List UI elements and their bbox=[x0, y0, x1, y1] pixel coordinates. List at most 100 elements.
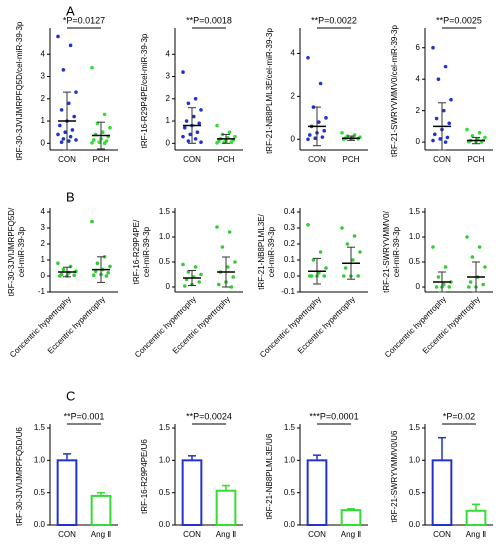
x-tick-label: CON bbox=[58, 155, 76, 164]
p-value: **P=0.0024 bbox=[186, 411, 232, 421]
x-tick-label: Concentric hypertrophy bbox=[133, 295, 198, 360]
data-point bbox=[58, 123, 62, 128]
y-tick-label: 0 bbox=[41, 271, 46, 280]
data-point bbox=[102, 112, 107, 117]
y-tick-label: 0.0 bbox=[34, 520, 46, 529]
data-point bbox=[443, 140, 448, 144]
data-point bbox=[108, 125, 112, 130]
y-tick-label: 0.4 bbox=[284, 207, 296, 216]
data-point bbox=[445, 135, 450, 140]
y-axis-label: tRF-21-NB8PLML3E/ bbox=[257, 213, 266, 289]
data-point bbox=[56, 261, 60, 266]
y-tick-label: 2 bbox=[41, 94, 46, 103]
data-point bbox=[470, 134, 475, 138]
data-point bbox=[324, 116, 328, 120]
y-tick-label: 2 bbox=[416, 106, 421, 115]
y-tick-label: 4 bbox=[416, 74, 421, 83]
x-tick-label: Concentric hypertrophy bbox=[383, 295, 448, 360]
y-tick-label: 1.5 bbox=[159, 207, 171, 216]
data-point bbox=[436, 275, 441, 279]
data-point bbox=[431, 45, 435, 50]
x-tick-label: CON bbox=[183, 530, 201, 539]
y-tick-label: 1.0 bbox=[409, 455, 421, 464]
data-point bbox=[61, 68, 66, 72]
data-point bbox=[184, 119, 189, 123]
data-point bbox=[442, 282, 446, 287]
x-tick-label: Eccentric hypertrophy bbox=[296, 295, 357, 356]
y-tick-label: 0.5 bbox=[34, 488, 46, 497]
y-tick-label: 0.5 bbox=[284, 488, 296, 497]
data-point bbox=[443, 64, 448, 69]
data-point bbox=[90, 219, 94, 224]
data-point bbox=[183, 284, 187, 288]
y-axis-label: tRF-21-NB8PLML3E/cel-miR-39-3p bbox=[265, 28, 274, 154]
data-point bbox=[434, 285, 439, 289]
y-tick-label: 1 bbox=[41, 116, 46, 125]
data-point bbox=[442, 108, 446, 113]
bar bbox=[56, 459, 78, 527]
x-tick-label: CON bbox=[308, 155, 326, 164]
data-point bbox=[308, 133, 312, 137]
data-point bbox=[70, 128, 75, 132]
y-tick-label: 4 bbox=[41, 49, 46, 58]
x-tick-label: PCH bbox=[93, 155, 110, 164]
y-tick-label: 0 bbox=[416, 282, 421, 291]
data-point bbox=[449, 97, 453, 102]
y-tick-label: 4 bbox=[166, 49, 171, 58]
data-point bbox=[322, 274, 327, 278]
bar bbox=[306, 459, 328, 527]
data-point bbox=[56, 34, 60, 39]
data-point bbox=[72, 114, 76, 119]
y-axis-label: tRF-21-SWRYVMMV0/cel-miR-39-3p bbox=[390, 25, 399, 157]
y-tick-label: 2 bbox=[291, 91, 296, 100]
data-point bbox=[352, 234, 357, 238]
bar bbox=[465, 509, 487, 527]
p-value: ***P=0.0001 bbox=[309, 411, 358, 421]
data-point bbox=[220, 245, 225, 249]
y-axis-label: cel-miR-39-3p bbox=[17, 226, 26, 277]
data-point bbox=[67, 139, 71, 143]
y-tick-label: 0.0 bbox=[409, 520, 421, 529]
data-point bbox=[199, 108, 203, 112]
bar bbox=[90, 494, 112, 526]
data-point bbox=[431, 245, 435, 249]
data-point bbox=[74, 138, 78, 142]
data-point bbox=[306, 137, 310, 142]
y-tick-label: 2 bbox=[41, 239, 46, 248]
data-point bbox=[443, 265, 448, 269]
x-tick-label: Eccentric hypertrophy bbox=[46, 295, 107, 356]
x-tick-label: CON bbox=[433, 155, 451, 164]
data-point bbox=[351, 258, 355, 262]
y-tick-label: 0.5 bbox=[409, 488, 421, 497]
data-point bbox=[104, 274, 109, 278]
x-tick-label: Eccentric hypertrophy bbox=[171, 295, 232, 356]
y-tick-label: 1.5 bbox=[409, 423, 421, 432]
y-tick-label: 2 bbox=[166, 94, 171, 103]
data-point bbox=[101, 130, 105, 134]
y-axis-label: tRF-30-3JVIJMRPFQ5D/U6 bbox=[15, 427, 24, 526]
data-point bbox=[197, 121, 201, 126]
x-tick-label: Ang Ⅱ bbox=[341, 530, 361, 539]
data-point bbox=[199, 272, 203, 277]
data-point bbox=[193, 96, 198, 101]
data-point bbox=[324, 266, 328, 270]
panel-label: A bbox=[66, 3, 75, 18]
data-point bbox=[233, 260, 237, 264]
data-point bbox=[233, 134, 237, 139]
x-tick-label: CON bbox=[433, 530, 451, 539]
data-point bbox=[322, 128, 327, 133]
data-point bbox=[345, 242, 350, 246]
data-point bbox=[72, 273, 76, 278]
y-tick-label: 3 bbox=[166, 72, 171, 81]
y-tick-label: 1.0 bbox=[159, 232, 171, 241]
x-tick-label: CON bbox=[58, 530, 76, 539]
y-tick-label: 0.0 bbox=[284, 271, 296, 280]
data-point bbox=[67, 101, 71, 106]
y-tick-label: 0 bbox=[41, 138, 46, 147]
data-point bbox=[59, 108, 64, 112]
data-point bbox=[197, 280, 201, 284]
data-point bbox=[102, 141, 107, 146]
y-tick-label: 0.1 bbox=[284, 255, 296, 264]
data-point bbox=[92, 138, 96, 142]
data-point bbox=[56, 132, 60, 137]
